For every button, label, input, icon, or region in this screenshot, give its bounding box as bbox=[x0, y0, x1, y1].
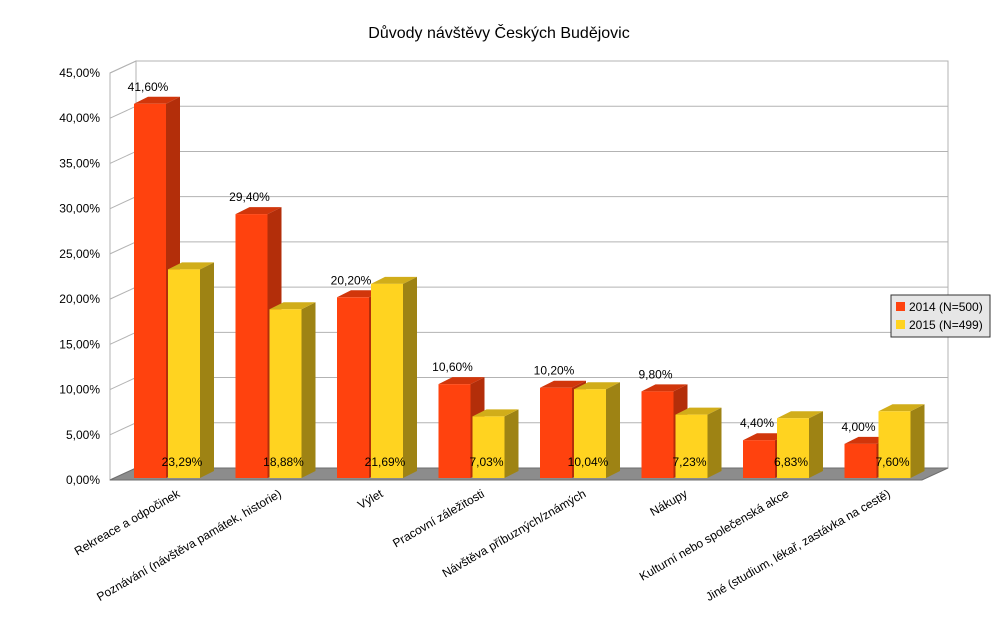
x-category-label: Nákupy bbox=[648, 486, 690, 518]
bar-2015 bbox=[574, 382, 620, 478]
bars-layer bbox=[134, 96, 925, 479]
plot-side-wall bbox=[109, 60, 137, 481]
data-labels-layer: 41,60% 23,29% 29,40% 18,88% 20,20% 21,69% 10,6… bbox=[128, 80, 910, 469]
data-label: 7,03% bbox=[469, 455, 503, 469]
x-category-label: Výlet bbox=[355, 486, 386, 512]
data-label: 9,80% bbox=[638, 367, 672, 381]
bar-2015 bbox=[878, 404, 925, 478]
y-tick-label: 40,00% bbox=[59, 111, 100, 125]
bar-2015 bbox=[168, 262, 214, 478]
data-label: 7,60% bbox=[875, 455, 909, 469]
x-category-label: Rekreace a odpočinek bbox=[72, 486, 183, 558]
data-label: 4,40% bbox=[740, 416, 774, 430]
x-category-label: Poznávání (návštěva památek, historie) bbox=[94, 486, 284, 604]
y-tick-label: 15,00% bbox=[59, 337, 100, 351]
data-label: 7,23% bbox=[672, 455, 706, 469]
plot-floor bbox=[109, 467, 949, 481]
bar-2015 bbox=[269, 302, 316, 478]
y-tick-label: 0,00% bbox=[66, 473, 100, 487]
data-label: 10,60% bbox=[432, 360, 473, 374]
legend-box bbox=[890, 294, 991, 338]
bar-2015 bbox=[472, 409, 519, 478]
data-label: 21,69% bbox=[365, 455, 406, 469]
legend-swatch-2015 bbox=[896, 320, 905, 329]
data-label: 4,00% bbox=[841, 420, 875, 434]
legend: 2014 (N=500) 2015 (N=499) bbox=[890, 294, 991, 338]
y-tick-label: 30,00% bbox=[59, 202, 100, 216]
y-tick-label: 45,00% bbox=[59, 66, 100, 80]
y-tick-label: 35,00% bbox=[59, 156, 100, 170]
data-label: 6,83% bbox=[774, 455, 808, 469]
y-tick-label: 5,00% bbox=[66, 428, 100, 442]
y-axis-ticks: 0,00% 5,00% 10,00% 15,00% 20,00% 25,00% 30,00%… bbox=[59, 66, 100, 487]
legend-label-2015: 2015 (N=499) bbox=[909, 318, 983, 332]
data-label: 23,29% bbox=[162, 455, 203, 469]
bar-2015 bbox=[371, 276, 417, 478]
gridline bbox=[109, 60, 948, 74]
bar-2015 bbox=[777, 411, 823, 478]
x-category-label: Jiné (studium, lékař, zastávka na cestě) bbox=[703, 486, 893, 604]
data-label: 10,04% bbox=[568, 455, 609, 469]
data-label: 41,60% bbox=[128, 80, 169, 94]
legend-label-2014: 2014 (N=500) bbox=[909, 300, 983, 314]
y-tick-label: 25,00% bbox=[59, 247, 100, 261]
legend-swatch-2014 bbox=[896, 302, 905, 311]
y-tick-label: 10,00% bbox=[59, 383, 100, 397]
y-tick-label: 20,00% bbox=[59, 292, 100, 306]
data-label: 18,88% bbox=[263, 455, 304, 469]
x-category-label: Pracovní záležitosti bbox=[390, 486, 487, 550]
bar-2015 bbox=[675, 407, 722, 478]
chart-title: Důvody návštěvy Českých Budějovic bbox=[368, 23, 629, 42]
data-label: 29,40% bbox=[229, 190, 270, 204]
data-label: 20,20% bbox=[331, 273, 372, 287]
data-label: 10,20% bbox=[534, 364, 575, 378]
